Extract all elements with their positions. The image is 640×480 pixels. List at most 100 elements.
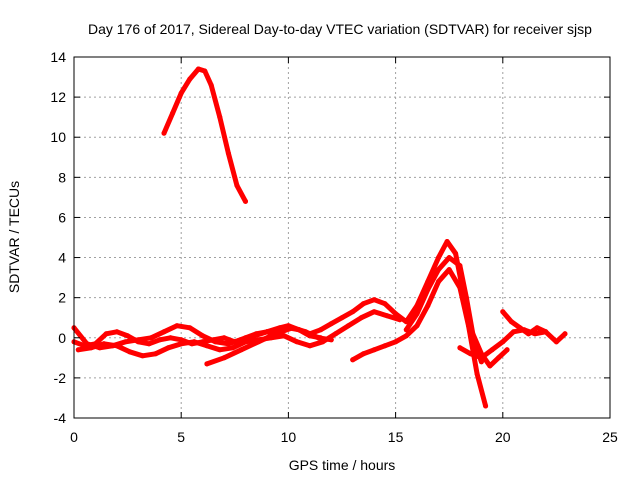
data-point (339, 315, 345, 321)
data-point (500, 309, 506, 315)
y-tick-label: -2 (54, 370, 67, 386)
x-tick-label: 25 (602, 429, 618, 445)
data-point (397, 317, 403, 323)
data-point (255, 339, 261, 345)
data-point (157, 337, 163, 343)
data-point (294, 339, 300, 345)
data-point (204, 361, 210, 367)
data-point (178, 337, 184, 343)
data-point (487, 363, 493, 369)
data-point (474, 371, 480, 377)
data-point (148, 335, 154, 341)
data-point (204, 343, 210, 349)
data-point (315, 335, 321, 341)
data-point (350, 357, 356, 363)
plot-frame (73, 56, 611, 419)
y-tick-label: 10 (50, 129, 66, 145)
data-point (333, 331, 339, 337)
data-point (191, 339, 197, 345)
data-point (187, 325, 193, 331)
data-point (88, 345, 94, 351)
data-point (414, 323, 420, 329)
x-tick-label: 15 (388, 429, 404, 445)
data-point (508, 319, 514, 325)
data-point (217, 347, 223, 353)
data-point (146, 341, 152, 347)
series-line-satellite-arc-1 (161, 66, 248, 204)
data-point (553, 339, 559, 345)
data-point (161, 329, 167, 335)
data-point (123, 339, 128, 345)
data-point (243, 335, 248, 341)
data-point (202, 68, 208, 74)
data-point (114, 343, 120, 349)
data-point (350, 309, 356, 315)
data-point (384, 313, 390, 319)
data-point (463, 295, 469, 301)
data-point (403, 333, 409, 339)
data-point (425, 287, 431, 293)
data-point (225, 341, 231, 347)
data-point (371, 309, 377, 315)
data-point (75, 347, 81, 353)
data-point (393, 311, 399, 317)
data-point (382, 343, 388, 349)
data-point (403, 327, 409, 333)
data-point (264, 329, 270, 335)
data-point (208, 82, 214, 88)
data-point (230, 345, 236, 351)
data-point (101, 341, 107, 347)
data-point (238, 347, 244, 353)
data-point (253, 331, 259, 337)
data-point (153, 351, 158, 357)
data-point (403, 319, 409, 325)
data-point (393, 339, 399, 345)
y-tick-label: 6 (58, 209, 66, 225)
y-tick-label: 14 (50, 49, 66, 65)
data-point (470, 331, 476, 337)
data-point (273, 331, 278, 337)
tick-labels: 0 5 10 15 20 25 -4 -2 0 2 4 6 8 10 12 14 (50, 49, 618, 445)
data-point (234, 182, 240, 188)
data-point (125, 333, 131, 339)
x-axis-label: GPS time / hours (289, 457, 396, 473)
data-point (436, 279, 441, 285)
data-point (210, 337, 216, 343)
x-tick-label: 10 (281, 429, 297, 445)
data-point (221, 335, 227, 341)
y-tick-label: -4 (54, 410, 67, 426)
chart-title: Day 176 of 2017, Sidereal Day-to-day VTE… (88, 21, 592, 37)
data-point (178, 341, 184, 347)
data-point (174, 323, 180, 329)
data-point (307, 343, 313, 349)
y-tick-label: 12 (50, 89, 66, 105)
data-point (500, 339, 506, 345)
data-point (382, 301, 388, 307)
data-point (478, 355, 484, 361)
data-point (328, 321, 334, 327)
data-point (468, 351, 474, 357)
data-point (360, 351, 366, 357)
y-tick-label: 8 (58, 169, 66, 185)
data-point (135, 339, 141, 345)
data-point (444, 239, 450, 244)
y-tick-label: 4 (58, 250, 66, 266)
data-point (358, 315, 364, 321)
data-point (517, 325, 523, 331)
x-tick-label: 20 (495, 429, 511, 445)
data-point (483, 403, 489, 409)
data-point (371, 347, 377, 353)
series-layer (71, 66, 568, 409)
data-point (496, 355, 501, 361)
y-axis-label: SDTVAR / TECUs (6, 181, 22, 293)
data-point (195, 66, 201, 72)
data-point (232, 339, 238, 345)
data-point (221, 355, 227, 361)
data-point (489, 347, 495, 353)
y-tick-label: 0 (58, 330, 66, 346)
data-point (303, 329, 309, 335)
data-point (127, 349, 133, 355)
data-point (243, 339, 248, 345)
data-point (504, 347, 510, 353)
